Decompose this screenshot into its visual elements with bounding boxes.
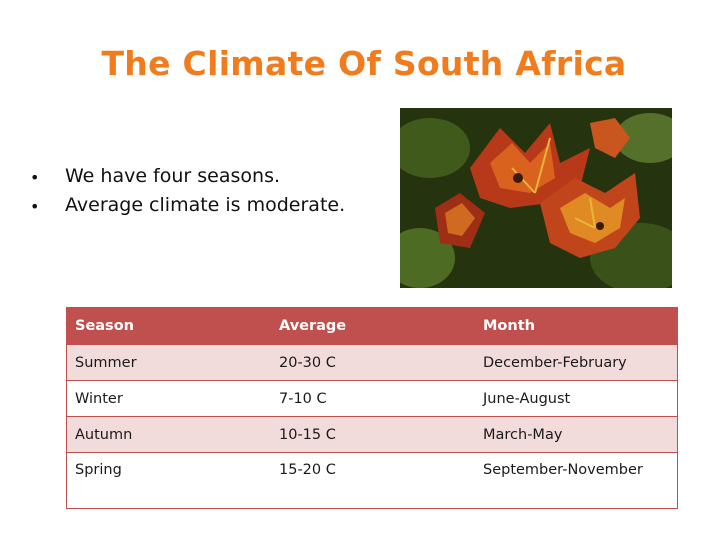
slide-title: The Climate Of South Africa: [101, 44, 627, 83]
average-cell: 20-30 C: [271, 344, 475, 381]
average-cell: 10-15 C: [271, 416, 475, 453]
month-cell: June-August: [475, 380, 678, 417]
month-cell: March-May: [475, 416, 678, 453]
table-row: Spring 15-20 C September-November: [66, 452, 678, 509]
bullet-text: We have four seasons.: [65, 165, 281, 187]
climate-table: Season Average Month Summer 20-30 C Dece…: [66, 307, 678, 509]
bullet-item: • We have four seasons.: [30, 165, 345, 194]
average-cell: 7-10 C: [271, 380, 475, 417]
bullet-item: • Average climate is moderate.: [30, 194, 345, 223]
table-row: Summer 20-30 C December-February: [66, 344, 678, 381]
month-cell: September-November: [475, 452, 678, 509]
autumn-leaves-photo: [400, 108, 672, 288]
bullet-dot-icon: •: [30, 168, 40, 187]
table-row: Winter 7-10 C June-August: [66, 380, 678, 417]
bullet-text: Average climate is moderate.: [65, 194, 346, 216]
bullet-list: • We have four seasons. • Average climat…: [30, 165, 345, 223]
table-header-row: Season Average Month: [66, 307, 678, 345]
season-cell: Autumn: [66, 416, 271, 453]
average-cell: 15-20 C: [271, 452, 475, 509]
column-header-month: Month: [475, 307, 678, 345]
column-header-season: Season: [66, 307, 271, 345]
season-cell: Winter: [66, 380, 271, 417]
month-cell: December-February: [475, 344, 678, 381]
column-header-average: Average: [271, 307, 475, 345]
table-row: Autumn 10-15 C March-May: [66, 416, 678, 453]
leaves-illustration: [400, 108, 672, 288]
bullet-dot-icon: •: [30, 197, 40, 216]
season-cell: Summer: [66, 344, 271, 381]
season-cell: Spring: [66, 452, 271, 509]
